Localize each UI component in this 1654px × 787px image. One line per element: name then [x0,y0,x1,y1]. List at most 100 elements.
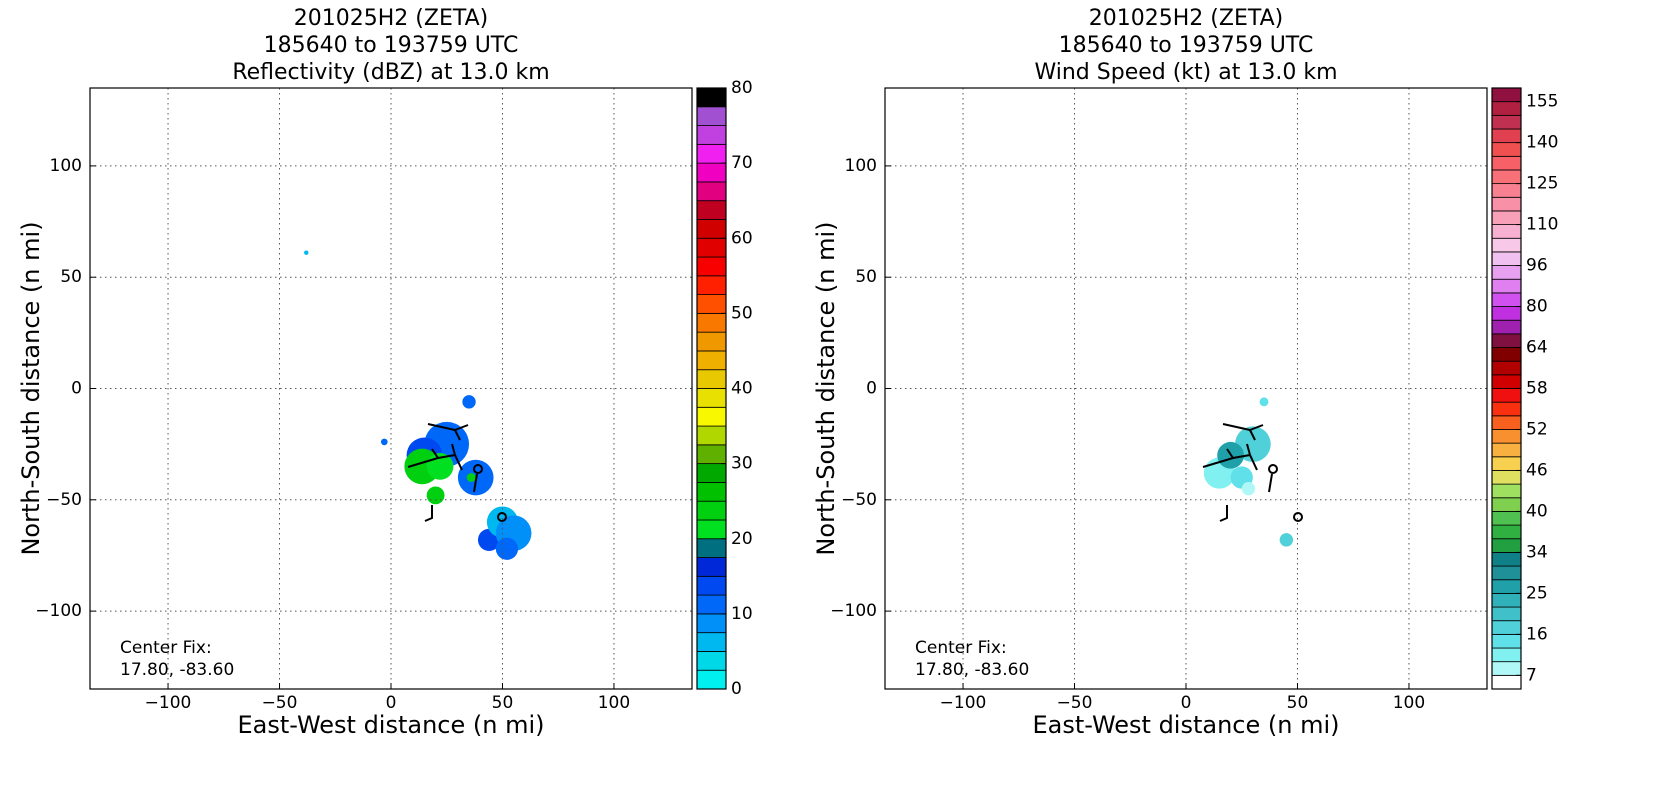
colorbar-cell [696,500,727,521]
colorbar-cell [696,200,727,220]
colorbar-cell [696,294,727,314]
x-tick-label: −100 [145,693,192,713]
annotation: Center Fix: [120,638,212,658]
echo [466,473,476,482]
y-tick-label: 100 [50,156,82,176]
colorbar-cell [1491,101,1522,116]
colorbar-cell [1491,606,1522,622]
colorbar-tick-label: 58 [1526,379,1548,399]
colorbar-tick-label: 20 [731,529,753,549]
x-tick-label: 100 [1393,693,1425,713]
colorbar-cell [1491,183,1522,198]
barb [1219,505,1228,522]
x-tick-label: 50 [1287,693,1309,713]
colorbar-cell [696,369,727,389]
colorbar-cell [1491,333,1522,348]
colorbar-cell [1491,114,1522,130]
colorbar-cell [696,444,727,465]
x-tick-label: −50 [1057,693,1093,713]
colorbar-tick-label: 46 [1526,460,1548,480]
colorbar-cell [696,519,727,540]
chart-title: 185640 to 193759 UTC [1059,33,1314,58]
colorbar-tick-label: 80 [731,78,753,98]
y-axis-label: North-South distance (n mi) [17,221,45,555]
colorbar-cell [696,256,727,277]
colorbar-cell [696,350,727,371]
colorbar-cell [1491,620,1522,635]
colorbar-cell [696,275,727,295]
echo [304,250,309,255]
colorbar-cell [1491,210,1522,225]
annotation: Center Fix: [915,638,1007,658]
barb [1202,443,1258,471]
colorbar-tick-label: 70 [731,153,753,173]
colorbar-cell [1491,265,1522,280]
y-axis-label: North-South distance (n mi) [812,221,840,555]
colorbar-tick-label: 16 [1526,624,1548,644]
colorbar-cell [696,406,727,427]
colorbar-cell [1491,647,1522,663]
colorbar-tick-label: 64 [1526,338,1548,358]
colorbar-tick-label: 110 [1526,215,1558,235]
colorbar-cell [1491,511,1522,526]
y-tick-label: 100 [845,156,877,176]
colorbar-cell [1491,237,1522,253]
colorbar-cell [696,181,727,202]
y-tick-label: −50 [841,490,877,510]
colorbar-cell [696,669,727,690]
colorbar-tick-label: 10 [731,604,753,624]
plot-frame [89,87,693,690]
x-tick-label: 100 [598,693,630,713]
colorbar-cell [696,482,727,502]
annotation: 17.80, -83.60 [120,660,234,680]
colorbar-cell [696,331,727,352]
colorbar-cell [696,162,727,183]
colorbar-tick-label: 125 [1526,174,1558,194]
center-marker [1293,512,1303,522]
colorbar-cell [1491,87,1522,103]
colorbar-cell [1491,142,1522,157]
colorbar-cell [1491,169,1522,185]
colorbar-cell [696,463,727,483]
colorbar-cell [696,632,727,652]
colorbar-cell [1491,278,1522,294]
y-tick-label: 50 [855,267,877,287]
echo [462,395,476,409]
colorbar-cell [1491,579,1522,594]
colorbar-cell [696,125,727,145]
barb [473,473,478,493]
colorbar-cell [1491,633,1522,649]
colorbar-cell [1491,128,1522,144]
colorbar-cell [696,613,727,634]
colorbar-cell [696,557,727,577]
colorbar-tick-label: 34 [1526,542,1548,562]
echo [495,537,519,560]
colorbar-cell [1491,524,1522,540]
colorbar-tick-label: 96 [1526,256,1548,276]
x-tick-label: −100 [940,693,987,713]
colorbar-tick-label: 25 [1526,583,1548,603]
colorbar-cell [696,425,727,446]
colorbar-cell [1491,538,1522,553]
colorbar-cell [1491,306,1522,321]
colorbar-cell [1491,661,1522,676]
echo [1279,533,1294,547]
colorbar-cell [1491,401,1522,417]
annotation: 17.80, -83.60 [915,660,1029,680]
barb [1268,473,1273,493]
echo [426,486,445,505]
barb [424,505,433,522]
colorbar-cell [696,388,727,408]
colorbar-cell [1491,374,1522,389]
barb [1222,423,1264,441]
y-tick-label: 0 [866,379,877,399]
colorbar-cell [1491,497,1522,512]
x-tick-label: −50 [262,693,298,713]
colorbar-cell [696,594,727,615]
colorbar-tick-label: 60 [731,228,753,248]
chart-title: Reflectivity (dBZ) at 13.0 km [232,60,549,85]
colorbar-tick-label: 140 [1526,133,1558,153]
colorbar-tick-label: 155 [1526,92,1558,112]
colorbar-tick-label: 7 [1526,665,1537,685]
